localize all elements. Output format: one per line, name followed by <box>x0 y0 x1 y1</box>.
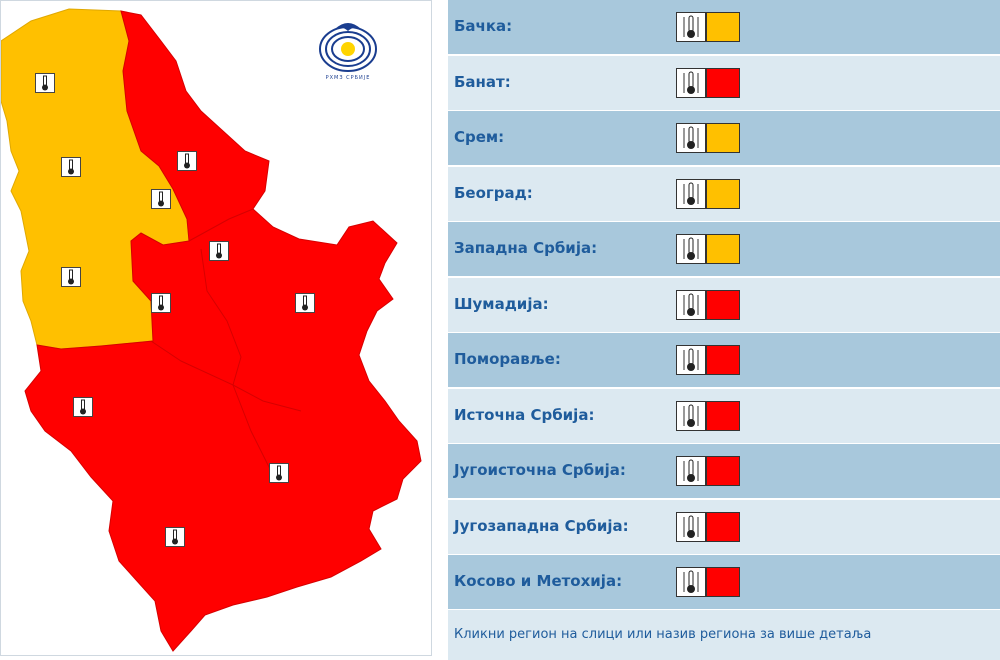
thermometer-icon[interactable] <box>209 241 229 261</box>
region-label[interactable]: Косово и Метохија: <box>454 572 623 590</box>
region-label[interactable]: Банат: <box>454 73 511 91</box>
region-label[interactable]: Бачка: <box>454 17 513 35</box>
thermometer-icon[interactable] <box>269 463 289 483</box>
footer-hint: Кликни регион на слици или назив региона… <box>454 627 872 642</box>
region-label[interactable]: Источна Србија: <box>454 406 595 424</box>
thermometer-icon <box>676 12 706 42</box>
warning-level-indicator <box>706 12 740 42</box>
map-region-banat-central-south[interactable] <box>24 10 422 652</box>
region-row[interactable]: Београд: <box>448 167 1000 221</box>
thermometer-icon[interactable] <box>35 73 55 93</box>
region-label[interactable]: Београд: <box>454 184 533 202</box>
thermometer-icon <box>676 567 706 597</box>
warning-level-indicator <box>706 512 740 542</box>
region-row[interactable]: Бачка: <box>448 0 1000 54</box>
thermometer-icon <box>676 401 706 431</box>
thermometer-icon[interactable] <box>165 527 185 547</box>
thermometer-icon <box>676 68 706 98</box>
thermometer-icon[interactable] <box>151 189 171 209</box>
warning-level-indicator <box>706 345 740 375</box>
thermometer-icon <box>676 123 706 153</box>
region-label[interactable]: Срем: <box>454 128 505 146</box>
thermometer-icon[interactable] <box>295 293 315 313</box>
warning-level-indicator <box>706 123 740 153</box>
region-row[interactable]: Поморавље: <box>448 333 1000 387</box>
warning-level-indicator <box>706 290 740 320</box>
region-label[interactable]: Западна Србија: <box>454 239 598 257</box>
thermometer-icon <box>676 512 706 542</box>
thermometer-icon <box>676 345 706 375</box>
thermometer-icon[interactable] <box>73 397 93 417</box>
warning-map: РХМЗ СРБИЈЕ <box>0 0 432 656</box>
thermometer-icon[interactable] <box>61 157 81 177</box>
warning-level-indicator <box>706 567 740 597</box>
region-row[interactable]: Банат: <box>448 56 1000 110</box>
warning-level-indicator <box>706 68 740 98</box>
region-row[interactable]: Срем: <box>448 111 1000 165</box>
thermometer-icon <box>676 456 706 486</box>
region-row[interactable]: Југоисточна Србија: <box>448 444 1000 498</box>
region-label[interactable]: Поморавље: <box>454 350 561 368</box>
warning-level-indicator <box>706 179 740 209</box>
region-row[interactable]: Источна Србија: <box>448 389 1000 443</box>
region-row[interactable]: Југозападна Србија: <box>448 500 1000 554</box>
logo-caption: РХМЗ СРБИЈЕ <box>325 75 371 81</box>
region-label[interactable]: Југоисточна Србија: <box>454 461 626 479</box>
region-row[interactable]: Западна Србија: <box>448 222 1000 276</box>
footer-hint-row: Кликни регион на слици или назив региона… <box>448 610 1000 660</box>
thermometer-icon <box>676 290 706 320</box>
region-label[interactable]: Југозападна Србија: <box>454 517 629 535</box>
warning-level-indicator <box>706 234 740 264</box>
thermometer-icon[interactable] <box>177 151 197 171</box>
warning-level-indicator <box>706 456 740 486</box>
region-row[interactable]: Шумадија: <box>448 278 1000 332</box>
region-warning-table: Бачка: Банат: Срем: Београд: Западна Срб… <box>448 0 1000 660</box>
rhmz-logo-icon: РХМЗ СРБИЈЕ <box>317 17 379 83</box>
thermometer-icon[interactable] <box>61 267 81 287</box>
region-label[interactable]: Шумадија: <box>454 295 549 313</box>
thermometer-icon[interactable] <box>151 293 171 313</box>
region-row[interactable]: Косово и Метохија: <box>448 555 1000 609</box>
serbia-map-svg <box>1 8 422 652</box>
warning-level-indicator <box>706 401 740 431</box>
thermometer-icon <box>676 234 706 264</box>
thermometer-icon <box>676 179 706 209</box>
